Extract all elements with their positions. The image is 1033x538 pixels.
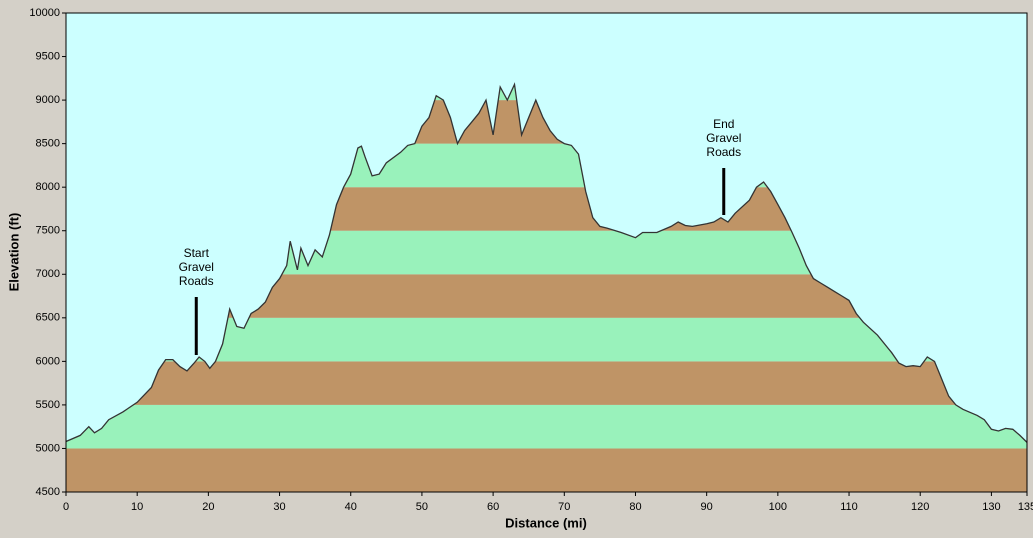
annotation-text: Roads bbox=[706, 145, 741, 159]
x-tick-label: 120 bbox=[911, 501, 929, 513]
y-tick-label: 7500 bbox=[36, 225, 60, 237]
elevation-line bbox=[65, 82, 1028, 443]
y-axis-title: Elevation (ft) bbox=[6, 213, 21, 292]
y-tick-label: 10000 bbox=[29, 7, 60, 19]
x-tick-label: 50 bbox=[416, 501, 428, 513]
y-tick-label: 7000 bbox=[36, 268, 60, 280]
x-tick-label: 110 bbox=[840, 501, 858, 513]
x-tick-label: 60 bbox=[487, 501, 499, 513]
y-tick-label: 9500 bbox=[36, 50, 60, 62]
x-tick-label: 70 bbox=[558, 501, 570, 513]
plot-border bbox=[65, 12, 1028, 493]
x-tick-label: 20 bbox=[202, 501, 214, 513]
x-tick-label: 135 bbox=[1018, 501, 1033, 513]
elevation-band bbox=[66, 404, 1027, 449]
annotation-text: End bbox=[713, 117, 734, 131]
y-tick-label: 8000 bbox=[36, 181, 60, 193]
annotation-text: Gravel bbox=[179, 260, 214, 274]
elevation-band bbox=[66, 361, 1027, 405]
x-tick-label: 30 bbox=[273, 501, 285, 513]
annotation-text: Roads bbox=[179, 274, 214, 288]
x-tick-label: 100 bbox=[769, 501, 787, 513]
x-tick-label: 40 bbox=[345, 501, 357, 513]
x-tick-label: 0 bbox=[63, 501, 69, 513]
x-tick-label: 130 bbox=[982, 501, 1000, 513]
y-tick-label: 5000 bbox=[36, 442, 60, 454]
x-tick-label: 10 bbox=[131, 501, 143, 513]
y-tick-label: 6000 bbox=[36, 355, 60, 367]
y-tick-label: 6500 bbox=[36, 312, 60, 324]
annotation-text: Gravel bbox=[706, 131, 741, 145]
annotation-text: Start bbox=[184, 246, 210, 260]
y-tick-label: 8500 bbox=[36, 138, 60, 150]
y-tick-label: 5500 bbox=[36, 399, 60, 411]
y-tick-label: 4500 bbox=[36, 486, 60, 498]
x-axis-title: Distance (mi) bbox=[505, 515, 587, 530]
y-tick-label: 9000 bbox=[36, 94, 60, 106]
x-tick-label: 80 bbox=[629, 501, 641, 513]
elevation-band bbox=[66, 448, 1027, 492]
x-tick-label: 90 bbox=[701, 501, 713, 513]
